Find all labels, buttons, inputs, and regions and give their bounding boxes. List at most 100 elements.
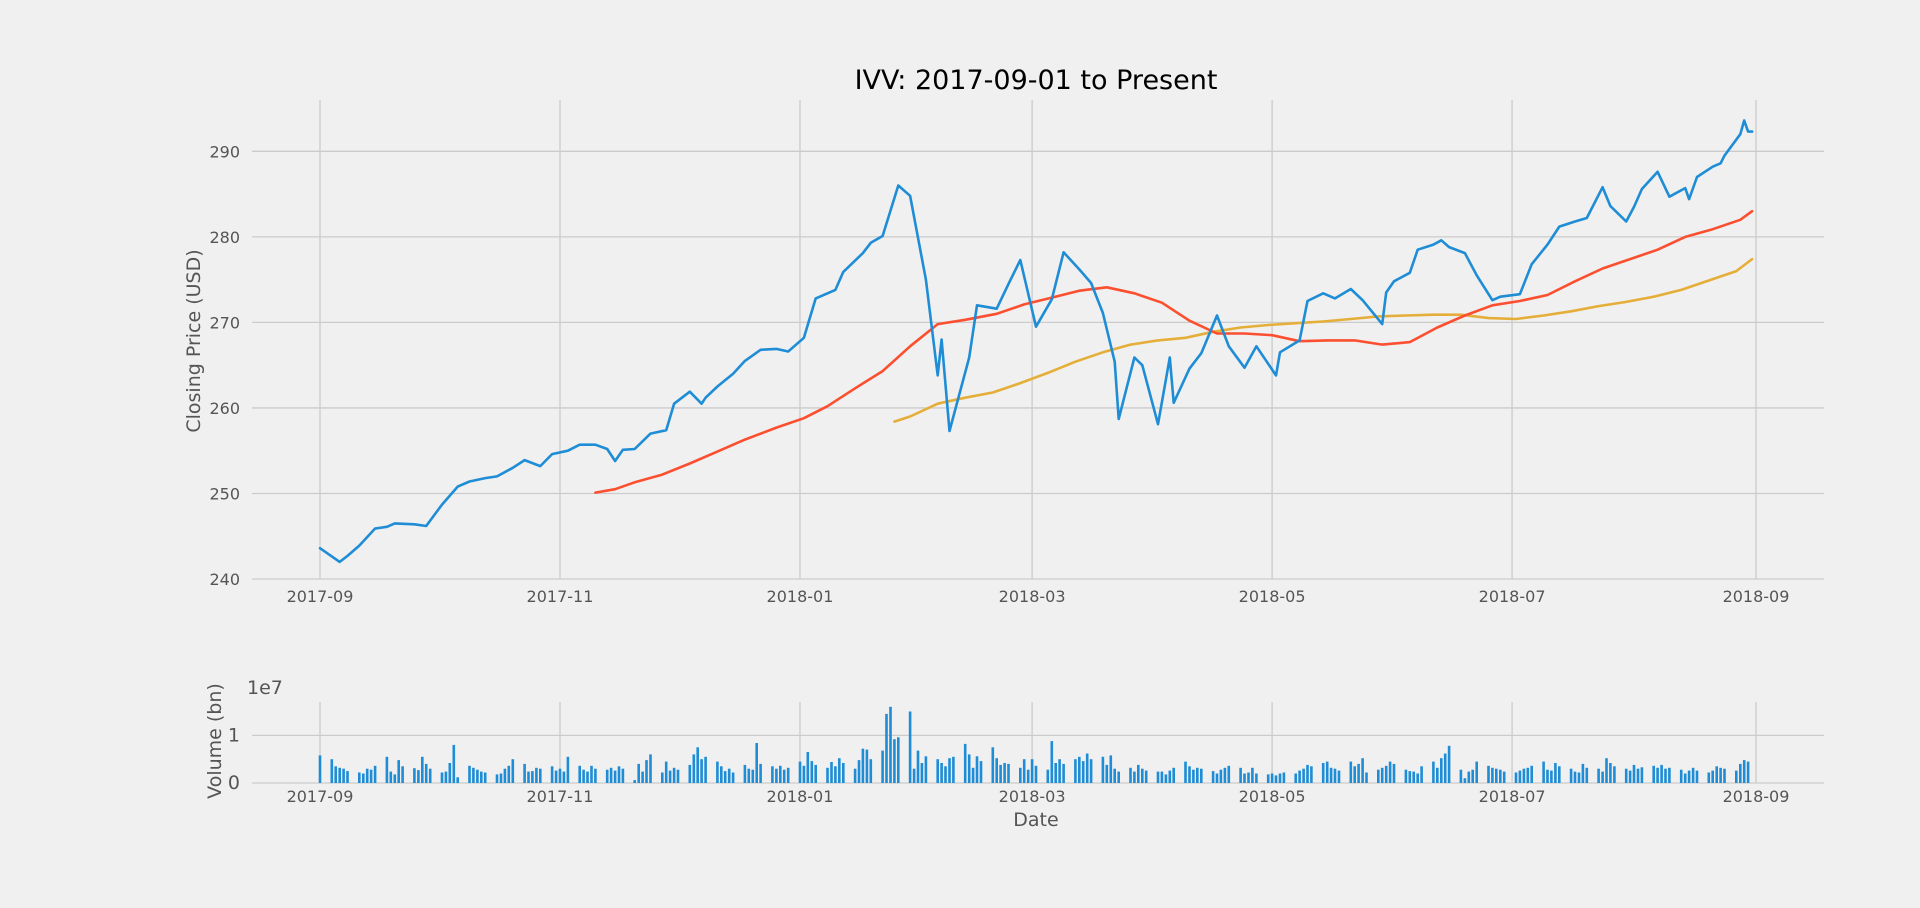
price-y-axis-label: Closing Price (USD)	[183, 249, 205, 432]
volume-bar	[369, 769, 373, 783]
volume-bars	[318, 706, 1750, 783]
volume-bar	[743, 764, 747, 783]
volume-bar	[1499, 769, 1502, 783]
volume-bar	[448, 763, 452, 783]
volume-bar	[1101, 756, 1105, 783]
volume-bar	[999, 764, 1002, 783]
volume-bar	[1058, 759, 1061, 783]
volume-bar	[550, 766, 554, 783]
volume-bar	[637, 763, 640, 783]
volume-bar	[1089, 759, 1093, 783]
volume-bar	[1711, 770, 1714, 783]
price-y-tick-labels: 240 250 260 270 280 290	[209, 142, 240, 589]
volume-bar	[834, 766, 837, 783]
volume-bar	[1436, 767, 1439, 783]
price-gridlines	[252, 100, 1824, 580]
volume-bar	[991, 747, 995, 783]
volume-bar	[1200, 768, 1203, 783]
volume-bar	[566, 756, 570, 783]
volume-x-tick-label: 2018-01	[767, 787, 834, 806]
volume-bar	[672, 767, 676, 783]
volume-bar	[1668, 767, 1671, 783]
volume-bar	[1278, 773, 1282, 783]
volume-bar	[971, 767, 975, 783]
volume-bar	[495, 774, 499, 783]
volume-bar	[613, 770, 617, 783]
volume-bar	[527, 771, 530, 783]
volume-bar	[1113, 768, 1116, 783]
volume-bar	[1640, 767, 1644, 783]
volume-bar	[621, 768, 625, 783]
volume-bar	[1530, 765, 1533, 783]
volume-bar	[963, 743, 967, 783]
volume-bar	[1141, 768, 1144, 783]
price-x-tick-labels: 2017-09 2017-11 2018-01 2018-03 2018-05 2018-…	[287, 587, 1790, 606]
volume-bar	[786, 767, 790, 783]
volume-bar	[338, 767, 341, 783]
volume-x-tick-label: 2018-05	[1239, 787, 1306, 806]
volume-bar	[1321, 763, 1325, 783]
volume-x-tick-label: 2018-03	[999, 787, 1066, 806]
volume-bar	[1522, 768, 1526, 783]
volume-bar	[1558, 766, 1561, 783]
volume-bar	[1683, 773, 1687, 783]
volume-bar	[1514, 772, 1518, 783]
volume-bar	[1168, 770, 1172, 783]
volume-y-axis-label: Volume (bn)	[204, 683, 226, 799]
volume-bar	[1380, 767, 1384, 783]
volume-bar	[857, 760, 861, 783]
volume-bar	[782, 769, 786, 783]
volume-bar	[1597, 768, 1600, 783]
volume-bar	[428, 768, 432, 783]
volume-bar	[696, 747, 699, 783]
volume-bar	[1577, 772, 1581, 783]
volume-bar	[452, 744, 456, 783]
volume-bar	[511, 759, 515, 783]
volume-bar	[1050, 741, 1054, 783]
volume-bar	[676, 769, 680, 783]
volume-bar	[1294, 773, 1297, 783]
volume-bar	[1022, 759, 1026, 783]
volume-bar	[1581, 763, 1585, 783]
volume-bar	[853, 768, 857, 783]
volume-bar	[1613, 766, 1616, 783]
volume-bar	[1227, 765, 1231, 783]
volume-bar	[554, 770, 558, 783]
volume-bar	[558, 768, 562, 783]
volume-bar	[1695, 770, 1699, 783]
volume-bar	[1636, 768, 1640, 783]
volume-bar	[1247, 772, 1250, 783]
volume-bar	[1270, 773, 1274, 783]
volume-bar	[365, 768, 369, 783]
volume-bar	[1353, 766, 1356, 783]
volume-bar	[389, 771, 393, 783]
volume-bar	[1624, 768, 1628, 783]
volume-bar	[1687, 770, 1691, 783]
volume-bar	[1251, 767, 1254, 783]
volume-bar	[633, 780, 636, 783]
volume-bar	[1117, 771, 1120, 783]
volume-x-tick-label: 2018-07	[1479, 787, 1546, 806]
price-x-tick-label: 2018-09	[1723, 587, 1790, 606]
volume-bar	[1085, 753, 1089, 783]
volume-bar	[1609, 763, 1612, 783]
volume-bar	[483, 772, 487, 783]
price-panel: 240 250 260 270 280 290 2017-09 2017-11 2018-01…	[183, 100, 1824, 606]
volume-bar	[1542, 761, 1545, 783]
volume-bar	[979, 761, 983, 783]
volume-bar	[1384, 765, 1388, 783]
moving-average-line-2	[893, 257, 1754, 423]
volume-bar	[523, 763, 526, 783]
volume-bar	[507, 765, 511, 783]
volume-bar	[952, 756, 955, 783]
volume-bar	[1404, 769, 1408, 783]
volume-bar	[1420, 766, 1423, 783]
volume-bar	[1554, 763, 1557, 783]
price-x-tick-label: 2018-05	[1239, 587, 1306, 606]
price-x-tick-label: 2018-07	[1479, 587, 1546, 606]
volume-bar	[1333, 768, 1337, 783]
volume-bar	[1601, 771, 1604, 783]
volume-bar	[1003, 763, 1006, 783]
volume-bar	[358, 772, 361, 783]
volume-bar	[1502, 771, 1506, 783]
